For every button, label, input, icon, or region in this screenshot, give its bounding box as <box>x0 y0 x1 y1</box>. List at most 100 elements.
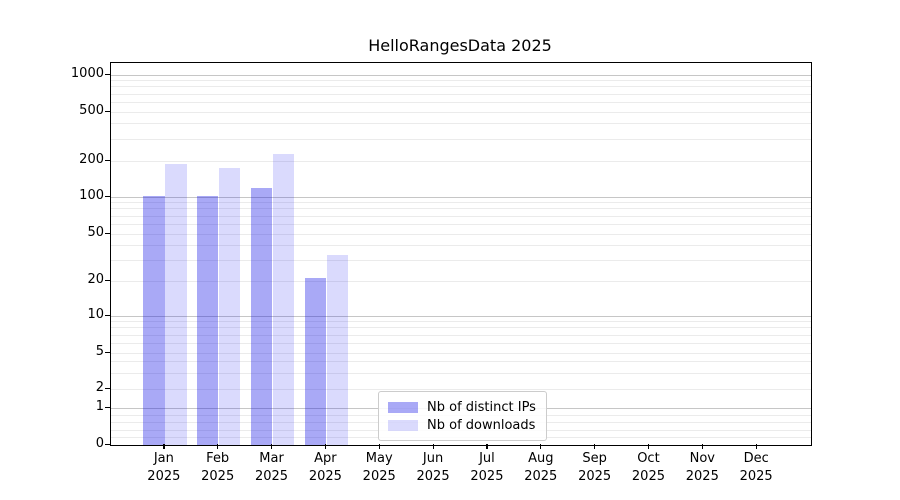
x-tick-mark <box>378 444 380 449</box>
y-tick-label: 5 <box>95 344 104 359</box>
minor-gridline <box>111 327 811 329</box>
x-tick-label: Oct 2025 <box>613 450 683 485</box>
y-tick-label: 500 <box>79 103 104 118</box>
y-tick-mark <box>105 406 110 408</box>
x-tick-label: Jun 2025 <box>398 450 468 485</box>
minor-gridline <box>111 160 811 162</box>
y-tick-mark <box>105 314 110 316</box>
x-tick-label: Aug 2025 <box>506 450 576 485</box>
minor-gridline <box>111 202 811 204</box>
x-tick-label: Apr 2025 <box>290 450 360 485</box>
x-tick-mark <box>486 444 488 449</box>
y-tick-label: 1 <box>95 399 104 414</box>
x-tick-label: Nov 2025 <box>667 450 737 485</box>
x-tick-mark <box>647 444 650 449</box>
y-tick-mark <box>105 279 110 281</box>
x-tick-year: 2025 <box>201 468 235 484</box>
minor-gridline <box>111 208 811 210</box>
x-tick-year: 2025 <box>685 468 719 484</box>
y-tick-mark <box>105 443 110 445</box>
legend: Nb of distinct IPs Nb of downloads <box>378 391 547 441</box>
x-tick-label: Dec 2025 <box>721 450 791 485</box>
x-tick-year: 2025 <box>416 468 450 484</box>
minor-gridline <box>111 352 811 354</box>
x-tick-year: 2025 <box>308 468 342 484</box>
x-tick-year: 2025 <box>578 468 612 484</box>
y-tick-mark <box>105 232 110 234</box>
x-tick-label: Sep 2025 <box>560 450 630 485</box>
x-tick-mark <box>755 444 757 449</box>
x-tick-mark <box>701 444 703 449</box>
y-tick-mark <box>105 159 110 161</box>
legend-label-distinct-ips: Nb of distinct IPs <box>427 399 536 415</box>
x-tick-year: 2025 <box>631 468 665 484</box>
x-tick-mark <box>163 444 165 449</box>
y-tick-label: 0 <box>95 436 104 451</box>
x-tick-mark <box>594 444 596 449</box>
x-tick-year: 2025 <box>524 468 558 484</box>
minor-gridline <box>111 86 811 88</box>
y-tick-label: 10 <box>87 307 104 322</box>
minor-gridline <box>111 321 811 323</box>
x-tick-year: 2025 <box>470 468 504 484</box>
x-tick-mark <box>324 444 327 449</box>
bar-distinct-ips <box>250 188 273 445</box>
x-tick-mark <box>271 444 273 449</box>
y-tick-label: 2 <box>95 380 104 395</box>
x-tick-mark <box>540 444 542 449</box>
y-tick-label: 1000 <box>70 66 104 81</box>
minor-gridline <box>111 80 811 82</box>
major-gridline <box>111 196 811 198</box>
minor-gridline <box>111 215 811 217</box>
bar-downloads <box>218 167 241 445</box>
x-tick-year: 2025 <box>254 468 289 484</box>
bar-distinct-ips <box>196 196 219 445</box>
x-tick-label: Jul 2025 <box>452 450 522 485</box>
legend-item-downloads: Nb of downloads <box>388 416 536 434</box>
minor-gridline <box>111 342 811 344</box>
chart-title: HelloRangesData 2025 <box>368 36 552 55</box>
minor-gridline <box>111 233 811 235</box>
minor-gridline <box>111 101 811 103</box>
x-tick-year: 2025 <box>362 468 396 484</box>
y-tick-label: 50 <box>87 225 104 240</box>
minor-gridline <box>111 280 811 282</box>
x-tick-mark <box>432 444 434 449</box>
legend-swatch-distinct-ips <box>388 401 418 413</box>
minor-gridline <box>111 361 811 363</box>
y-tick-mark <box>105 110 110 112</box>
major-gridline <box>111 315 811 317</box>
bar-distinct-ips <box>143 196 165 445</box>
minor-gridline <box>111 111 811 113</box>
minor-gridline <box>111 244 811 246</box>
y-tick-label: 100 <box>79 188 104 203</box>
minor-gridline <box>111 372 811 374</box>
minor-gridline <box>111 93 811 95</box>
y-tick-label: 200 <box>79 152 104 167</box>
minor-gridline <box>111 388 811 390</box>
legend-swatch-downloads <box>388 419 418 431</box>
x-tick-label: Jan 2025 <box>129 450 199 485</box>
plot-area <box>110 62 812 446</box>
y-tick-label: 20 <box>87 272 104 287</box>
minor-gridline <box>111 334 811 336</box>
bar-downloads <box>326 255 349 445</box>
minor-gridline <box>111 223 811 225</box>
x-tick-label: Mar 2025 <box>237 450 307 485</box>
bar-downloads <box>272 153 295 445</box>
x-tick-label: Feb 2025 <box>183 450 253 485</box>
y-tick-mark <box>105 387 110 389</box>
bar-downloads <box>165 163 187 445</box>
x-tick-label: May 2025 <box>344 450 414 485</box>
y-tick-mark <box>105 351 110 353</box>
x-tick-year: 2025 <box>147 468 181 484</box>
y-tick-mark <box>105 73 110 75</box>
minor-gridline <box>111 138 811 140</box>
minor-gridline <box>111 259 811 261</box>
y-tick-mark <box>105 195 110 197</box>
major-gridline <box>111 74 811 76</box>
bar-distinct-ips <box>304 278 327 445</box>
minor-gridline <box>111 123 811 125</box>
legend-item-distinct-ips: Nb of distinct IPs <box>388 398 536 416</box>
